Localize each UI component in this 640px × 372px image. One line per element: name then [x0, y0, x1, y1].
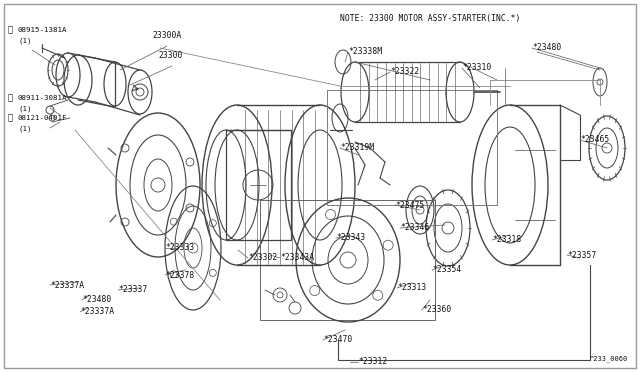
Bar — [327, 90, 497, 205]
Text: 08121-0401F: 08121-0401F — [18, 115, 67, 121]
Text: *23378: *23378 — [165, 270, 195, 279]
Text: 08915-1381A: 08915-1381A — [18, 27, 67, 33]
Text: (1): (1) — [18, 37, 31, 44]
Text: *23465: *23465 — [580, 135, 609, 144]
Text: (1): (1) — [18, 125, 31, 131]
Text: *23322: *23322 — [390, 67, 419, 77]
Text: *23470: *23470 — [323, 336, 352, 344]
Bar — [226, 130, 291, 240]
Text: *23343: *23343 — [336, 234, 365, 243]
Text: 23300A: 23300A — [152, 31, 181, 40]
Text: *23357: *23357 — [567, 250, 596, 260]
Text: *23354: *23354 — [432, 266, 461, 275]
Text: *23337: *23337 — [118, 285, 147, 295]
Text: *23337A: *23337A — [80, 308, 114, 317]
Text: Ⓦ: Ⓦ — [8, 25, 13, 34]
Text: *23333: *23333 — [165, 244, 195, 253]
Text: *23346: *23346 — [400, 224, 429, 232]
Text: *23343A: *23343A — [280, 253, 314, 263]
Text: 23300: 23300 — [158, 51, 182, 60]
Text: (1): (1) — [18, 105, 31, 112]
Text: *23313: *23313 — [397, 283, 426, 292]
Text: *23360: *23360 — [422, 305, 451, 314]
Text: Ⓝ: Ⓝ — [8, 93, 13, 102]
Text: Ⓑ: Ⓑ — [8, 113, 13, 122]
Text: *23312: *23312 — [358, 357, 387, 366]
Text: NOTE: 23300 MOTOR ASSY-STARTER(INC.*): NOTE: 23300 MOTOR ASSY-STARTER(INC.*) — [340, 14, 520, 23]
Text: *23302: *23302 — [248, 253, 277, 263]
Bar — [260, 200, 435, 320]
Text: *23338M: *23338M — [348, 48, 382, 57]
Text: *23318: *23318 — [492, 235, 521, 244]
Text: *23480: *23480 — [532, 44, 561, 52]
Text: 08911-3081A: 08911-3081A — [18, 95, 67, 101]
Text: *23337A: *23337A — [50, 280, 84, 289]
Text: *23319M: *23319M — [340, 144, 374, 153]
Text: *23310: *23310 — [462, 64, 492, 73]
Text: *23475: *23475 — [395, 201, 424, 209]
Text: ^233_0060: ^233_0060 — [590, 355, 628, 362]
Bar — [327, 90, 497, 205]
Text: *23480: *23480 — [82, 295, 111, 305]
